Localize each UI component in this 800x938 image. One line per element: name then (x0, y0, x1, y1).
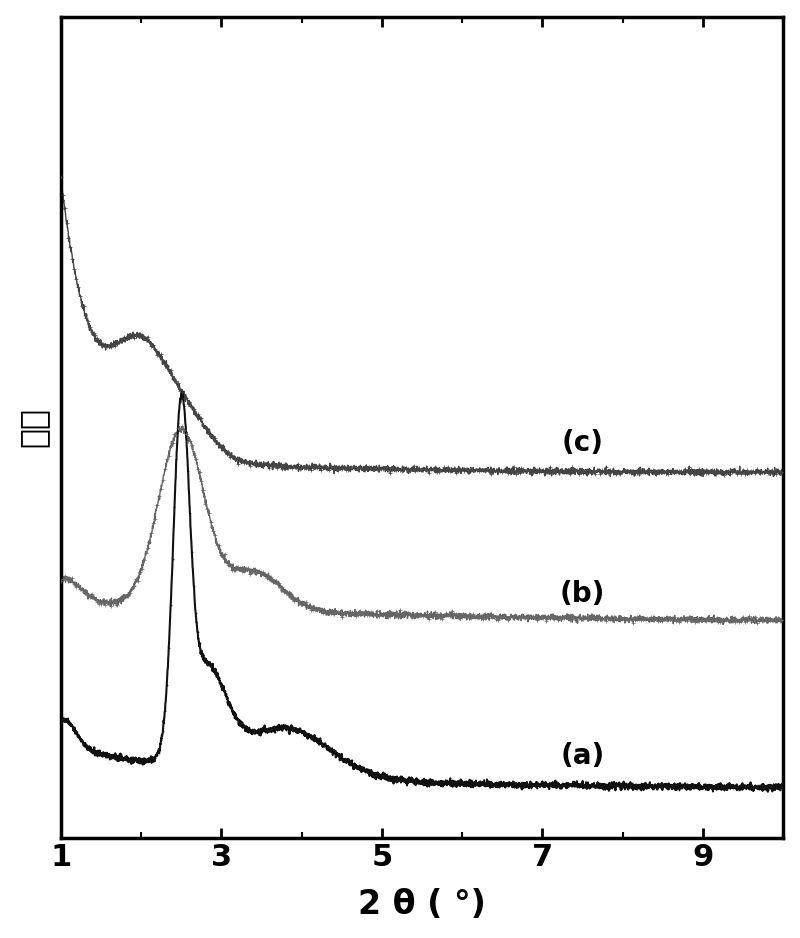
X-axis label: 2 θ ( °): 2 θ ( °) (358, 888, 486, 921)
Y-axis label: 强度: 强度 (17, 407, 50, 447)
Text: (b): (b) (560, 580, 606, 608)
Text: (c): (c) (562, 429, 604, 457)
Text: (a): (a) (561, 742, 605, 770)
